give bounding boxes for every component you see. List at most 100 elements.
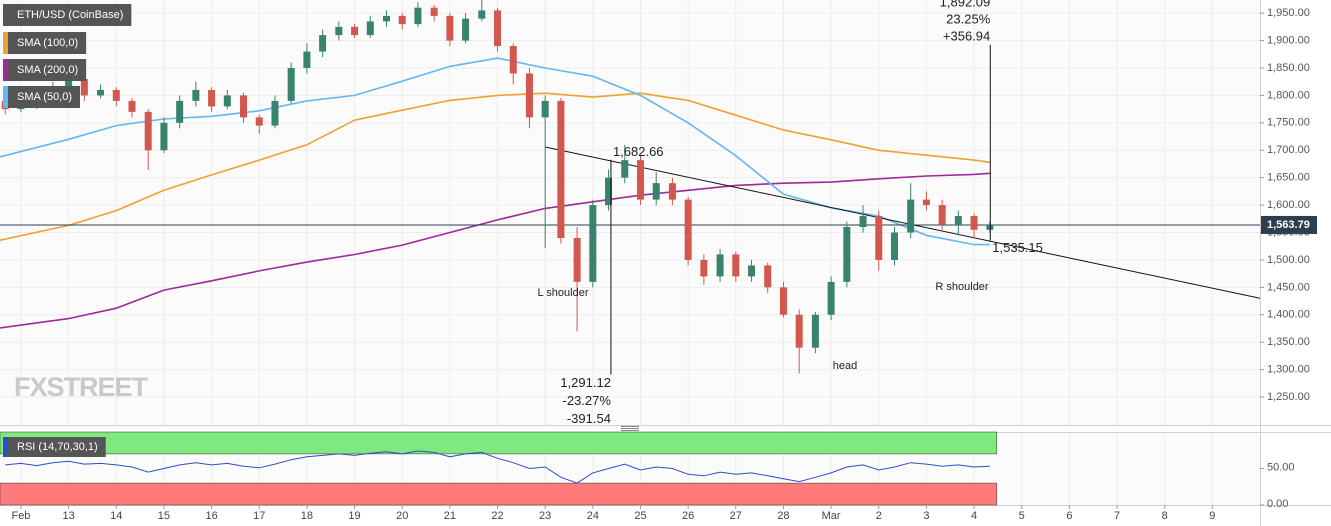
x-tick-label: 22 [491,510,503,522]
candle-body [668,183,676,200]
legend-box[interactable] [3,4,132,26]
candle-body [922,199,930,206]
candle-body [398,15,406,25]
x-tick-label: 8 [1162,510,1168,522]
candle-body [128,100,136,112]
rsi-title: RSI (14,70,30,1) [17,441,98,453]
annotation: head [833,360,857,372]
y-tick-label: 0.00 [1267,498,1288,510]
legend-box[interactable] [3,86,81,108]
price-panel [0,0,1260,425]
candle-body [351,26,359,36]
x-tick-label: 4 [971,510,977,522]
candle-body [494,10,502,47]
x-tick-label: 23 [539,510,551,522]
y-tick-label: 1,250.00 [1267,391,1310,403]
candle-body [192,89,200,101]
y-tick-label: 1,700.00 [1267,144,1310,156]
candle-body [605,177,613,206]
x-tick-label: 28 [777,510,789,522]
measure-label: 23.25% [946,11,991,26]
x-tick-label: 16 [205,510,217,522]
candle-body [112,89,120,101]
candle-body [240,95,248,118]
rsi-title-box[interactable] [3,437,106,457]
legend-swatch [3,86,8,108]
candle-body [684,199,692,260]
y-tick-label: 1,300.00 [1267,364,1310,376]
x-tick-label: 9 [1209,510,1215,522]
measure-start-label: 1,535.15 [992,240,1043,255]
candle-body [144,111,152,151]
sma-line [0,172,990,329]
candle-body [843,227,851,282]
measure-label: 1,291.12 [560,375,611,390]
x-tick-label: 24 [587,510,599,522]
candle-body [859,216,867,228]
legend-box[interactable] [3,59,87,81]
candle-body [652,183,660,200]
watermark: FXSTREET [14,372,149,402]
trendline [545,146,1260,299]
splitter-handle[interactable] [621,426,639,431]
axes: Feb 13 14 15 16 17 18 19 20 21 22 23 24 25 26 27 28 Mar 2 3… [11,7,1317,522]
candle-body [446,15,454,41]
candle-body [430,7,438,16]
candle-body [319,35,327,52]
candle-body [732,254,740,277]
candle-body [80,78,88,96]
x-tick-label: 19 [348,510,360,522]
rsi-plot: RSI (14,70,30,1) [0,431,998,506]
candle-body [636,160,644,200]
x-tick-label: 25 [634,510,646,522]
candle-body [589,205,597,282]
y-tick-label: 1,750.00 [1267,117,1310,129]
x-tick-label: 21 [444,510,456,522]
x-tick-label: 2 [876,510,882,522]
y-tick-label: 1,450.00 [1267,281,1310,293]
candle-body [938,205,946,225]
candle-body [160,122,168,151]
legend-box[interactable] [3,32,87,54]
candle-body [890,232,898,260]
annotation: L shoulder [538,287,589,299]
measure-label: +356.94 [943,28,990,43]
y-tick-label: 1,600.00 [1267,199,1310,211]
candle-body [827,281,835,315]
legend-swatch [3,437,8,457]
candle-body [97,89,105,96]
candle-body [335,26,343,36]
x-tick-label: 26 [682,510,694,522]
price-plot: 1,682.66 1,291.12 -23.27% -391.54 1,535.15 1,… [0,0,1260,426]
annotation: R shoulder [935,281,989,293]
y-tick-label: 1,850.00 [1267,62,1310,74]
candle-body [621,160,629,178]
candle-body [271,100,279,126]
candle-body [478,10,486,19]
candle-body [509,46,517,74]
candle-body [255,117,263,126]
x-tick-label: 27 [730,510,742,522]
candle-body [907,199,915,233]
last-price-tag [1261,215,1317,234]
candle-body [795,314,803,348]
x-tick-label: 14 [110,510,122,522]
candle-body [954,216,962,225]
x-tick-label: 3 [923,510,929,522]
measure-label: -391.54 [567,411,611,426]
candle-body [970,216,978,230]
candle-body [366,21,374,36]
measure-label: -23.27% [563,393,612,408]
sma-line [0,92,990,241]
legend-label: SMA (100,0) [17,37,78,49]
candle-body [176,100,184,123]
candle-body [414,7,422,25]
candle-body [700,259,708,277]
candle-body [382,15,390,22]
candle-body [811,314,819,348]
x-tick-label: Feb [11,510,30,522]
legend-label: SMA (200,0) [17,64,78,76]
y-tick-label: 1,500.00 [1267,254,1310,266]
candle-body [748,265,756,277]
